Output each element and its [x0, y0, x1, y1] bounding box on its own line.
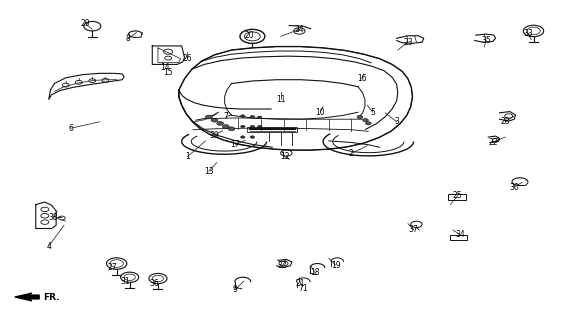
Text: 38: 38 [48, 213, 57, 222]
Text: 21: 21 [296, 279, 305, 288]
Circle shape [257, 116, 262, 119]
Text: 15: 15 [163, 68, 172, 77]
Text: 31: 31 [120, 277, 130, 286]
Text: 14: 14 [160, 63, 170, 72]
Text: 32: 32 [278, 261, 287, 270]
Circle shape [205, 115, 212, 119]
Text: 33: 33 [523, 29, 533, 38]
Text: 29: 29 [81, 19, 90, 28]
Circle shape [217, 122, 223, 125]
Text: 2: 2 [349, 149, 354, 158]
Circle shape [222, 124, 229, 128]
Text: 23: 23 [403, 38, 413, 47]
Text: 28: 28 [501, 117, 510, 126]
Text: 37: 37 [409, 225, 418, 234]
Text: 24: 24 [294, 25, 304, 34]
Text: 22: 22 [488, 138, 497, 147]
Text: 5: 5 [370, 108, 375, 117]
Circle shape [257, 125, 262, 128]
Text: 39: 39 [210, 131, 219, 140]
Text: 26: 26 [183, 53, 192, 62]
Text: 34: 34 [455, 230, 465, 239]
Circle shape [250, 136, 255, 138]
Text: 16: 16 [357, 74, 366, 83]
Text: 27: 27 [108, 263, 117, 272]
Circle shape [228, 127, 235, 131]
Text: 12: 12 [280, 152, 289, 161]
Circle shape [211, 118, 218, 122]
Text: 11: 11 [276, 95, 285, 104]
Text: 17: 17 [231, 140, 240, 149]
Text: 20: 20 [245, 31, 255, 40]
Text: 10: 10 [315, 108, 325, 117]
Text: 7: 7 [223, 113, 229, 122]
Circle shape [366, 122, 371, 125]
Text: 1: 1 [185, 152, 190, 161]
Text: 6: 6 [69, 124, 74, 132]
Bar [450, 235, 467, 240]
Text: FR.: FR. [43, 292, 60, 301]
Text: 18: 18 [310, 268, 319, 277]
Text: 13: 13 [204, 167, 214, 176]
Bar [447, 194, 466, 200]
Text: 8: 8 [125, 35, 130, 44]
Text: 9: 9 [233, 284, 238, 293]
Text: 25: 25 [453, 191, 463, 200]
Circle shape [357, 116, 363, 119]
Text: 71: 71 [298, 284, 308, 292]
Circle shape [250, 116, 255, 118]
Text: 4: 4 [46, 242, 51, 251]
Circle shape [250, 125, 255, 128]
Circle shape [240, 115, 245, 117]
Text: 3: 3 [394, 117, 399, 126]
Text: 19: 19 [331, 261, 340, 270]
Circle shape [363, 119, 369, 122]
Text: 36: 36 [150, 279, 159, 288]
Circle shape [240, 136, 245, 138]
Text: 30: 30 [509, 183, 519, 192]
Text: 35: 35 [481, 36, 491, 45]
Polygon shape [15, 293, 39, 301]
Circle shape [240, 125, 245, 128]
